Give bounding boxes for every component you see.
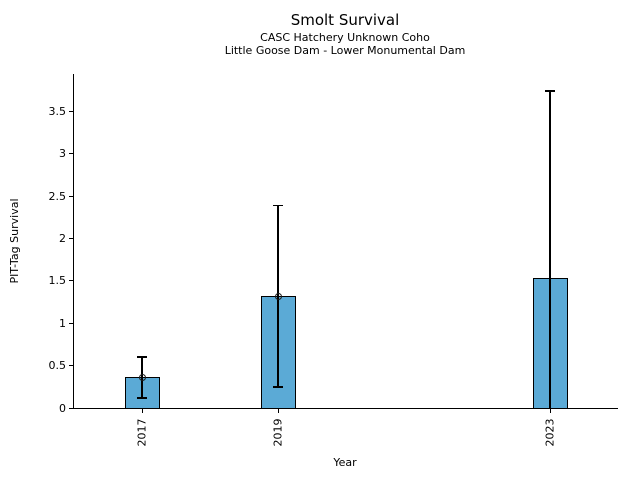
chart-subtitle-1: CASC Hatchery Unknown Coho xyxy=(260,31,430,44)
y-tick-mark xyxy=(69,237,73,239)
chart-title: Smolt Survival xyxy=(290,11,400,29)
y-tick-label: 1 xyxy=(59,316,66,330)
x-tick-label-2019: 2019 xyxy=(271,418,285,447)
x-axis-label: Year xyxy=(333,456,357,469)
y-tick-mark xyxy=(69,407,73,409)
y-tick-mark xyxy=(69,322,73,324)
y-tick-label: 2.5 xyxy=(48,189,67,203)
x-tick-mark xyxy=(549,409,551,413)
x-tick-mark xyxy=(141,409,143,413)
chart-subtitle-2: Little Goose Dam - Lower Monumental Dam xyxy=(224,44,466,57)
y-tick-mark xyxy=(69,153,73,155)
plot-area: 0 0.5 1 1.5 2 2.5 3 3.5 2017 2019 2023 xyxy=(49,74,618,447)
y-tick-label: 2 xyxy=(59,231,66,245)
error-cap-bottom-2017 xyxy=(137,397,147,399)
y-tick-label: 0 xyxy=(59,401,66,415)
error-cap-top-2017 xyxy=(137,356,147,358)
y-tick-label: 3 xyxy=(59,147,66,161)
y-tick-mark xyxy=(69,195,73,197)
y-tick-mark xyxy=(69,280,73,282)
point-marker-2017 xyxy=(138,373,146,381)
point-marker-2019 xyxy=(274,292,282,300)
y-tick-label: 3.5 xyxy=(48,104,67,118)
x-tick-label-2023: 2023 xyxy=(543,418,557,447)
x-tick-label-2017: 2017 xyxy=(135,418,149,447)
x-tick-mark xyxy=(277,409,279,413)
y-tick-label: 1.5 xyxy=(48,274,67,288)
error-bar-2023 xyxy=(549,90,551,408)
error-cap-top-2019 xyxy=(273,204,283,207)
y-axis-label: PIT-Tag Survival xyxy=(8,198,21,284)
error-cap-top-2023 xyxy=(545,90,555,92)
y-tick-label: 0.5 xyxy=(48,359,67,373)
y-tick-mark xyxy=(69,110,73,112)
y-tick-mark xyxy=(69,365,73,367)
error-cap-bottom-2019 xyxy=(273,386,283,388)
